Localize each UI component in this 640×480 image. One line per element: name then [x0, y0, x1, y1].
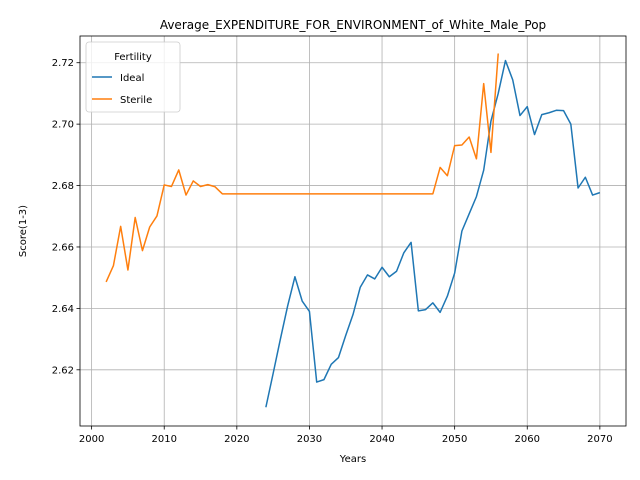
plot-frame: [79, 35, 627, 427]
y-tick-label: 2.72: [52, 58, 74, 69]
legend-title: Fertility: [114, 52, 152, 63]
legend: Fertility Ideal Sterile: [85, 41, 181, 113]
y-tick-label: 2.68: [52, 181, 74, 192]
x-tick-label: 2070: [587, 434, 612, 445]
legend-box: [85, 41, 181, 113]
grid-lines: [80, 36, 626, 426]
legend-label-sterile: Sterile: [120, 95, 152, 106]
y-axis: 2.62 2.64 2.66 2.68 2.70 2.72: [52, 58, 80, 376]
x-tick-label: 2060: [515, 434, 540, 445]
y-axis-label: Score(1-3): [18, 205, 29, 257]
x-axis-label: Years: [339, 454, 366, 465]
x-tick-label: 2020: [224, 434, 249, 445]
x-tick-label: 2010: [151, 434, 176, 445]
y-tick-label: 2.64: [52, 304, 74, 315]
x-tick-label: 2040: [369, 434, 394, 445]
y-tick-label: 2.70: [52, 120, 74, 131]
chart-title: Average_EXPENDITURE_FOR_ENVIRONMENT_of_W…: [160, 18, 546, 32]
series-line-ideal: [265, 59, 601, 408]
y-tick-label: 2.66: [52, 242, 74, 253]
x-axis: 2000 2010 2020 2030 2040 2050 2060 2070: [79, 426, 613, 445]
x-tick-label: 2000: [79, 434, 104, 445]
series-line-sterile: [105, 53, 499, 283]
x-tick-label: 2030: [297, 434, 322, 445]
series-layer: [105, 53, 601, 408]
legend-label-ideal: Ideal: [120, 73, 144, 84]
y-tick-label: 2.62: [52, 365, 74, 376]
x-tick-label: 2050: [442, 434, 467, 445]
